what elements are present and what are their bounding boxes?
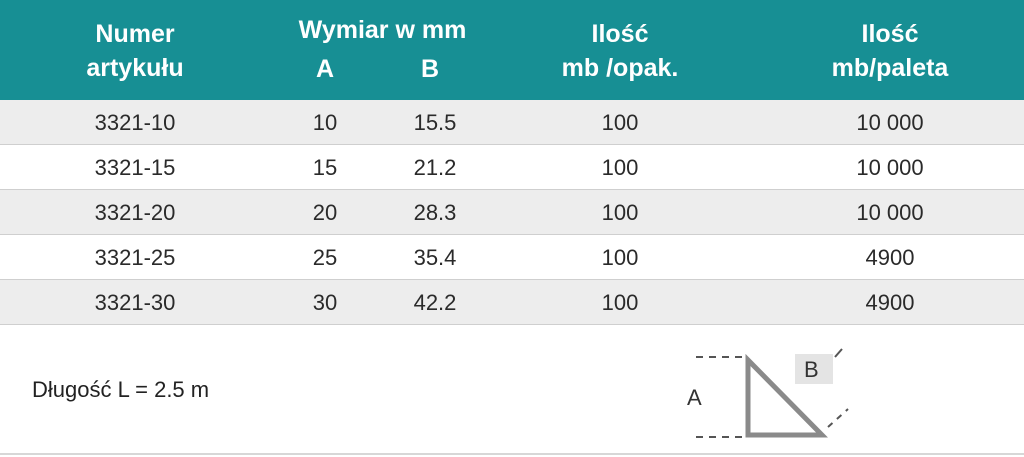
cell-b: 15.5	[413, 110, 457, 135]
triangle-profile-diagram: B A	[687, 348, 849, 438]
cell-ilosc-paleta: 10 000	[856, 110, 924, 135]
cell-b: 28.3	[413, 200, 457, 225]
cell-a: 25	[312, 245, 338, 270]
length-note: Długość L = 2.5 m	[32, 377, 210, 402]
cell-a: 30	[312, 290, 338, 315]
table-header: Numer artykułu Wymiar w mm A B Ilość mb …	[0, 0, 1024, 100]
cell-ilosc-opak: 100	[601, 245, 639, 270]
table-row: 3321-20 20 28.3 100 10 000	[0, 190, 1024, 235]
cell-ilosc-paleta: 10 000	[856, 155, 924, 180]
cell-numer: 3321-20	[94, 200, 176, 225]
triangle-shape	[745, 353, 828, 438]
dim-tick-bottom	[827, 408, 849, 428]
header-ilosc-opak-line1: Ilość	[591, 20, 649, 48]
cell-b: 35.4	[413, 245, 457, 270]
header-ilosc-paleta-line1: Ilość	[861, 20, 919, 48]
header-numer-line1: Numer	[95, 20, 175, 48]
header-ilosc-paleta: Ilość mb/paleta	[800, 17, 980, 85]
header-col-b: B	[420, 55, 440, 83]
diagram-label-a: A	[687, 385, 702, 410]
cell-numer: 3321-30	[94, 290, 176, 315]
cell-ilosc-opak: 100	[601, 290, 639, 315]
cell-numer: 3321-15	[94, 155, 176, 180]
cell-a: 20	[312, 200, 338, 225]
label-b-box	[795, 354, 833, 384]
header-wymiar: Wymiar w mm	[298, 16, 467, 44]
table-row: 3321-25 25 35.4 100 4900	[0, 235, 1024, 280]
header-ilosc-opak-line2: mb /opak.	[561, 54, 679, 82]
header-col-a: A	[315, 55, 335, 83]
cell-ilosc-opak: 100	[601, 110, 639, 135]
header-numer-artykulu: Numer artykułu	[75, 17, 195, 85]
header-numer-line2: artykułu	[86, 54, 184, 82]
header-ilosc-opak: Ilość mb /opak.	[530, 17, 710, 85]
table-row: 3321-15 15 21.2 100 10 000	[0, 145, 1024, 190]
cell-ilosc-opak: 100	[601, 200, 639, 225]
dim-tick-top	[834, 348, 843, 358]
cell-ilosc-opak: 100	[601, 155, 639, 180]
footer-section: Długość L = 2.5 m B A	[0, 325, 1024, 455]
cell-b: 21.2	[413, 155, 457, 180]
table-row: 3321-30 30 42.2 100 4900	[0, 280, 1024, 325]
table-body: 3321-10 10 15.5 100 10 000 3321-15 15 21…	[0, 100, 1024, 325]
cell-ilosc-paleta: 4900	[865, 245, 915, 270]
cell-numer: 3321-25	[94, 245, 176, 270]
cell-ilosc-paleta: 4900	[865, 290, 915, 315]
cell-ilosc-paleta: 10 000	[856, 200, 924, 225]
cell-a: 15	[312, 155, 338, 180]
cell-a: 10	[312, 110, 338, 135]
table-row: 3321-10 10 15.5 100 10 000	[0, 100, 1024, 145]
cell-numer: 3321-10	[94, 110, 176, 135]
cell-b: 42.2	[413, 290, 457, 315]
header-ilosc-paleta-line2: mb/paleta	[831, 54, 949, 82]
diagram-label-b: B	[804, 357, 819, 382]
